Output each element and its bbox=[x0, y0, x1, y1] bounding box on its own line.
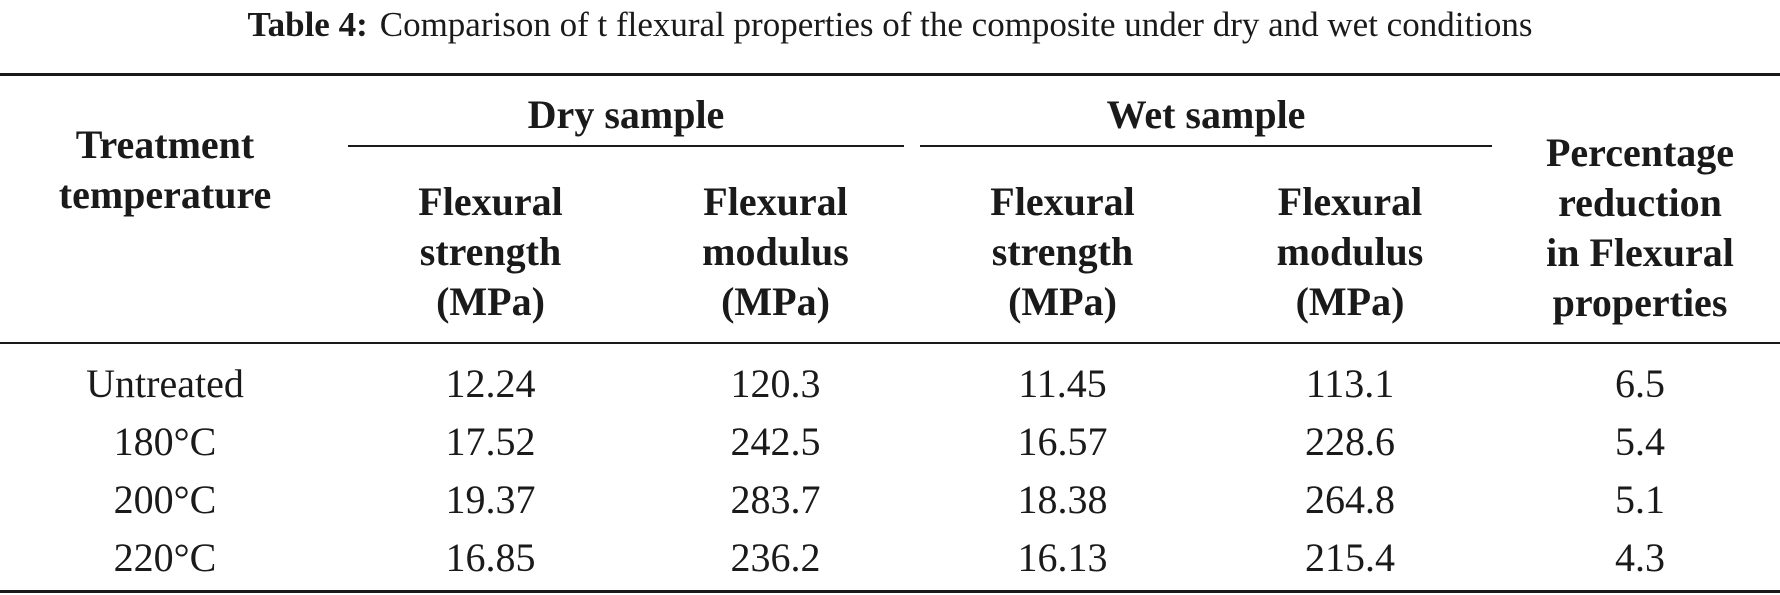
cell-reduction: 5.1 bbox=[1615, 476, 1665, 522]
cell-wet-modulus: 113.1 bbox=[1305, 360, 1395, 406]
cell-dry-strength: 19.37 bbox=[445, 476, 536, 522]
cell-dry-strength: 12.24 bbox=[445, 360, 536, 406]
cell-dry-modulus: 242.5 bbox=[730, 418, 821, 464]
header-wet-strength-line-3: (MPa) bbox=[1008, 279, 1117, 324]
cell-wet-strength: 11.45 bbox=[1018, 360, 1107, 406]
cell-treatment: 220°C bbox=[113, 534, 217, 580]
header-wet-modulus-line-2: modulus bbox=[1276, 229, 1424, 274]
cell-dry-strength: 16.85 bbox=[445, 534, 536, 580]
cell-reduction: 4.3 bbox=[1615, 534, 1665, 580]
header-dry-sample-label: Dry sample bbox=[527, 92, 725, 137]
header-dry-modulus-line-3: (MPa) bbox=[721, 279, 830, 324]
header-dry-modulus-line-1: Flexural bbox=[703, 179, 848, 224]
cell-wet-modulus: 264.8 bbox=[1305, 476, 1395, 522]
cell-wet-modulus: 228.6 bbox=[1305, 418, 1395, 464]
header-dry-flexural-modulus: Flexural modulus (MPa) bbox=[633, 167, 918, 337]
header-treatment-line-1: Treatment bbox=[75, 122, 255, 167]
wet-group-rule bbox=[920, 145, 1492, 147]
header-wet-sample-label: Wet sample bbox=[1106, 92, 1306, 137]
header-dry-strength-line-3: (MPa) bbox=[436, 279, 545, 324]
header-dry-modulus-line-2: modulus bbox=[702, 229, 849, 274]
dry-group-rule bbox=[348, 145, 904, 147]
header-dry-strength-line-2: strength bbox=[419, 229, 562, 274]
header-reduction-line-3: in Flexural bbox=[1546, 230, 1734, 275]
header-treatment-temperature: Treatment temperature bbox=[0, 105, 330, 235]
cell-wet-strength: 18.38 bbox=[1017, 476, 1108, 522]
header-rule bbox=[0, 342, 1780, 344]
header-wet-modulus-line-3: (MPa) bbox=[1295, 279, 1405, 324]
cell-wet-strength: 16.57 bbox=[1017, 418, 1108, 464]
cell-dry-modulus: 236.2 bbox=[730, 534, 821, 580]
top-rule bbox=[0, 73, 1780, 76]
header-wet-strength-line-1: Flexural bbox=[990, 179, 1135, 224]
cell-dry-modulus: 283.7 bbox=[730, 476, 821, 522]
table-caption: Table 4: Comparison of t flexural proper… bbox=[0, 0, 1780, 50]
header-wet-flexural-strength: Flexural strength (MPa) bbox=[920, 167, 1205, 337]
header-wet-modulus-line-1: Flexural bbox=[1277, 179, 1423, 224]
header-dry-sample: Dry sample bbox=[348, 88, 904, 142]
header-dry-flexural-strength: Flexural strength (MPa) bbox=[348, 167, 633, 337]
header-dry-strength-line-1: Flexural bbox=[418, 179, 563, 224]
header-reduction-line-1: Percentage bbox=[1545, 130, 1735, 175]
header-wet-flexural-modulus: Flexural modulus (MPa) bbox=[1205, 167, 1495, 337]
cell-dry-strength: 17.52 bbox=[445, 418, 536, 464]
cell-treatment: 180°C bbox=[113, 418, 217, 464]
cell-treatment: Untreated bbox=[86, 360, 244, 406]
header-wet-strength-line-2: strength bbox=[991, 229, 1134, 274]
caption-label: Table 4: bbox=[247, 5, 368, 44]
cell-treatment: 200°C bbox=[113, 476, 217, 522]
header-reduction-line-2: reduction bbox=[1558, 180, 1722, 225]
bottom-rule bbox=[0, 590, 1780, 593]
cell-wet-modulus: 215.4 bbox=[1305, 534, 1395, 580]
header-percentage-reduction: Percentage reduction in Flexural propert… bbox=[1500, 118, 1780, 338]
cell-dry-modulus: 120.3 bbox=[730, 360, 821, 406]
header-reduction-line-4: properties bbox=[1552, 280, 1728, 325]
cell-reduction: 6.5 bbox=[1615, 360, 1665, 406]
header-treatment-line-2: temperature bbox=[58, 172, 272, 217]
cell-reduction: 5.4 bbox=[1615, 418, 1665, 464]
header-wet-sample: Wet sample bbox=[920, 88, 1492, 142]
cell-wet-strength: 16.13 bbox=[1017, 534, 1108, 580]
caption-text: Comparison of t flexural properties of t… bbox=[379, 5, 1533, 44]
